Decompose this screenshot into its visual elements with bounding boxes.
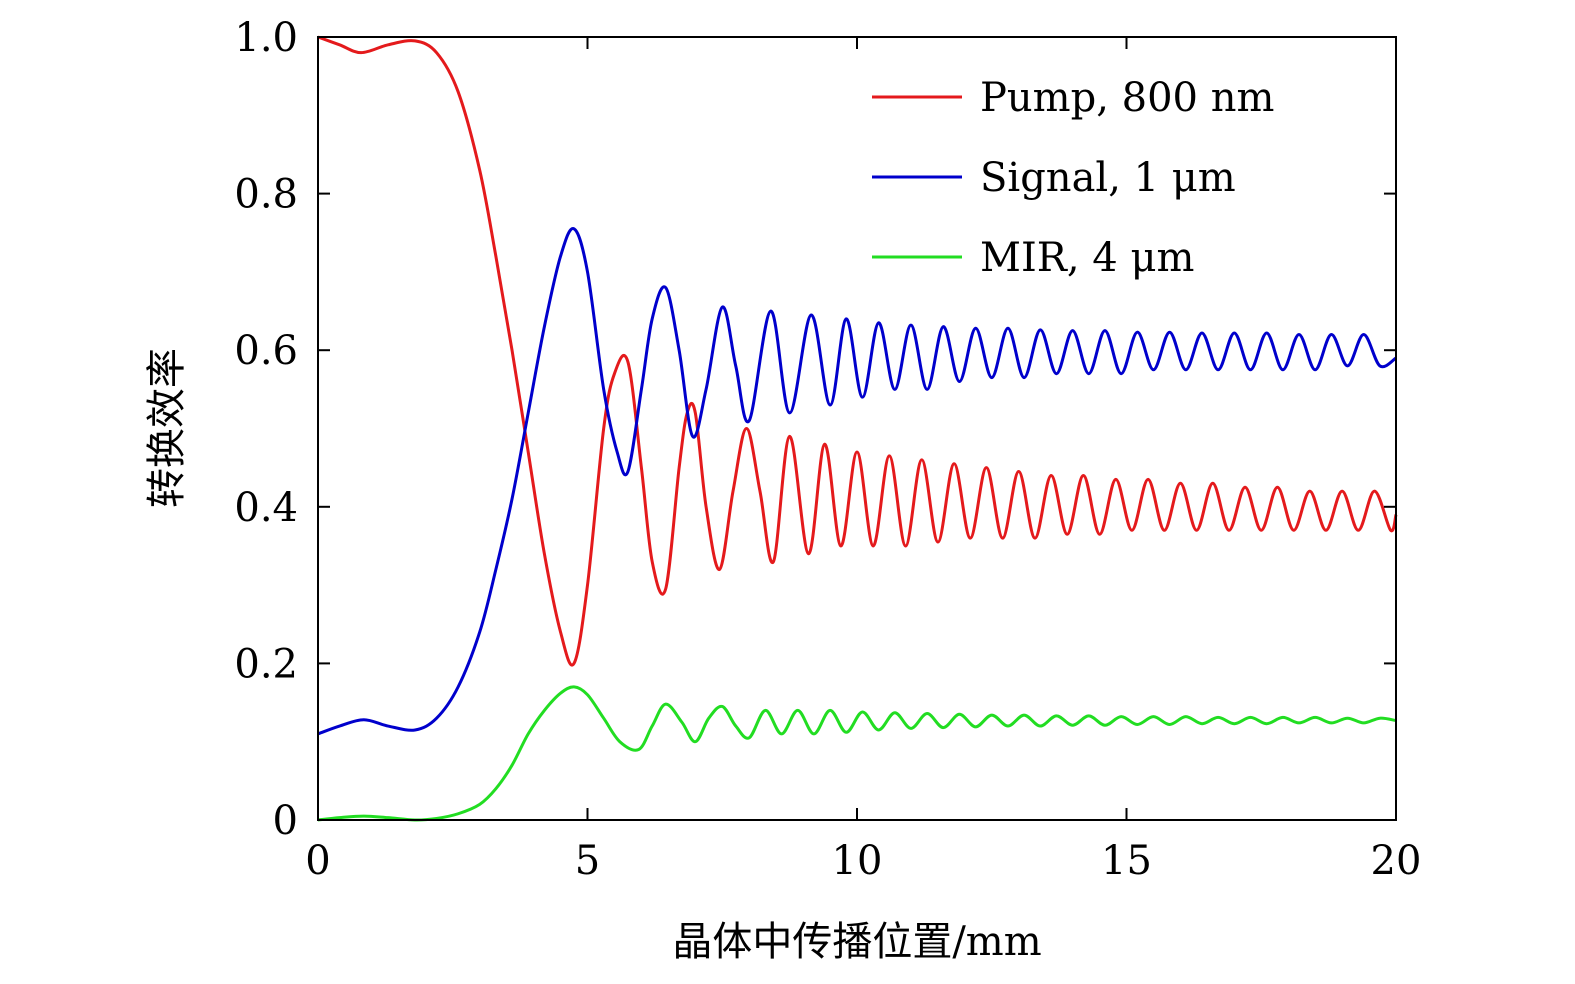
x-tick-label: 5 xyxy=(575,838,600,884)
series-line-mir xyxy=(317,685,1397,822)
legend-label-signal: Signal, 1 μm xyxy=(980,155,1236,201)
x-tick-label: 20 xyxy=(1371,838,1422,884)
y-tick-label: 0.6 xyxy=(234,328,298,374)
y-tick-label: 1.0 xyxy=(234,15,298,61)
ticks-layer: 0 5 10 15 20 0 0.2 0.4 0.6 0.8 1.0 xyxy=(234,15,1421,884)
y-tick-label: 0.4 xyxy=(234,485,298,531)
series-line-pump xyxy=(317,35,1398,667)
x-tick-label: 10 xyxy=(832,838,883,884)
legend-label-mir: MIR, 4 μm xyxy=(980,235,1194,281)
x-tick-label: 0 xyxy=(305,838,330,884)
legend-label-pump: Pump, 800 nm xyxy=(980,75,1274,121)
x-axis-label: 晶体中传播位置/mm xyxy=(672,919,1041,965)
x-tick-label: 15 xyxy=(1101,838,1152,884)
legend: Pump, 800 nm Signal, 1 μm MIR, 4 μm xyxy=(872,75,1274,281)
series-layer xyxy=(317,35,1398,822)
y-tick-label: 0.8 xyxy=(234,172,298,218)
series-line-signal xyxy=(317,227,1397,736)
y-tick-label: 0 xyxy=(273,798,298,844)
y-tick-label: 0.2 xyxy=(234,641,298,687)
y-axis-label: 转换效率 xyxy=(144,348,190,508)
